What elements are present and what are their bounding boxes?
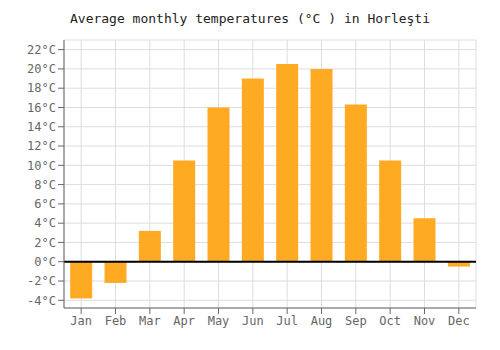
svg-text:10°C: 10°C — [27, 159, 56, 173]
svg-text:22°C: 22°C — [27, 43, 56, 57]
svg-text:-2°C: -2°C — [27, 274, 56, 288]
html-text:Average monthly temperatures (: Average monthly temperatures (°C ) in Ho… — [70, 11, 430, 26]
svg-text:4°C: 4°C — [34, 216, 56, 230]
svg-text:0°C: 0°C — [34, 255, 56, 269]
svg-text:Jun: Jun — [242, 314, 264, 328]
svg-text:8°C: 8°C — [34, 178, 56, 192]
svg-text:20°C: 20°C — [27, 62, 56, 76]
svg-text:16°C: 16°C — [27, 101, 56, 115]
svg-text:-4°C: -4°C — [27, 294, 56, 308]
svg-text:Feb: Feb — [105, 314, 127, 328]
svg-text:14°C: 14°C — [27, 120, 56, 134]
svg-text:6°C: 6°C — [34, 197, 56, 211]
svg-text:18°C: 18°C — [27, 81, 56, 95]
svg-text:Apr: Apr — [173, 314, 195, 328]
svg-text:2°C: 2°C — [34, 236, 56, 250]
svg-text:May: May — [208, 314, 230, 328]
svg-text:Sep: Sep — [345, 314, 367, 328]
svg-text:Jul: Jul — [276, 314, 298, 328]
svg-text:12°C: 12°C — [27, 139, 56, 153]
svg-text:Jan: Jan — [70, 314, 92, 328]
svg-text:Dec: Dec — [448, 314, 470, 328]
svg-text:Nov: Nov — [414, 314, 436, 328]
svg-text:Mar: Mar — [139, 314, 161, 328]
svg-text:Aug: Aug — [311, 314, 333, 328]
svg-text:Oct: Oct — [379, 314, 401, 328]
